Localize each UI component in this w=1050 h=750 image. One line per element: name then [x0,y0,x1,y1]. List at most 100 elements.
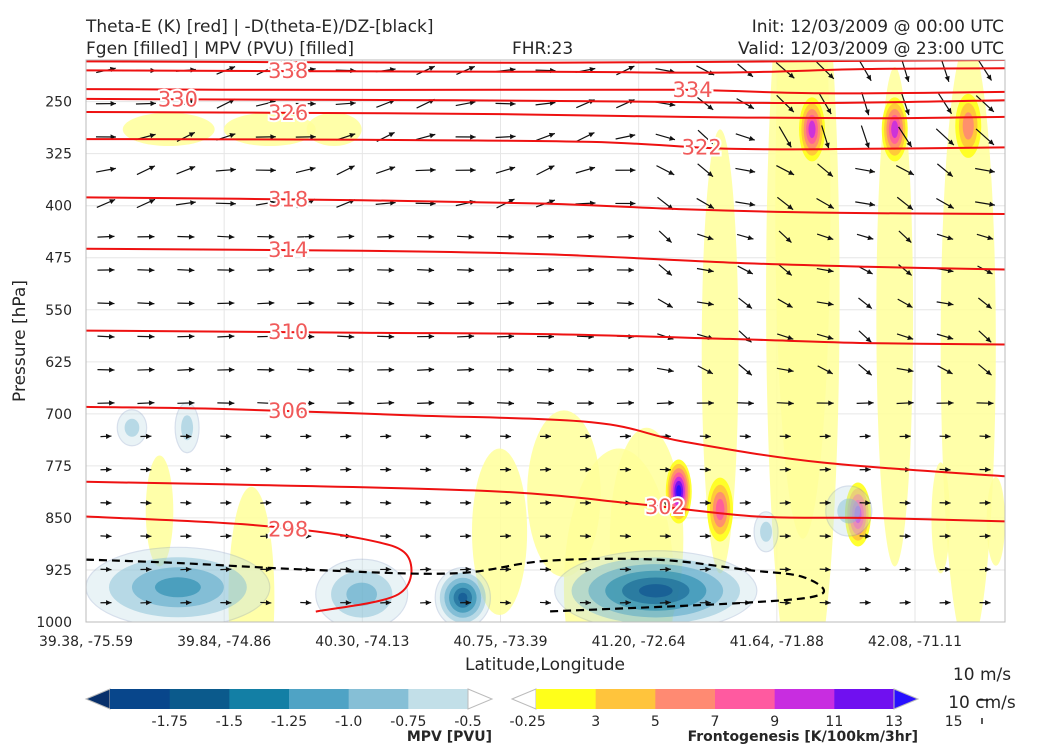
wind-arrowhead [428,300,435,306]
wind-arrowhead [505,600,512,606]
wind-arrowhead [707,267,714,274]
wind-arrowhead [385,467,392,473]
wind-arrowhead [268,300,275,306]
wind-arrowhead [668,400,674,406]
wind-arrowhead [827,334,834,340]
wind-arrowhead [669,101,676,107]
wind-arrowhead [945,566,951,573]
wind-arrowhead [425,433,432,439]
wind-arrowhead [905,500,911,506]
wind-arrowhead [785,433,791,439]
wind-arrowhead [548,132,555,138]
wind-arrowhead [345,433,352,439]
wind-arrowhead [269,200,276,206]
wind-arrowhead [468,400,475,406]
mpv-contour-fill [837,498,861,524]
colorbar-segment [595,689,656,709]
wind-arrowhead [785,236,792,243]
wind-arrowhead [189,99,196,105]
wind-arrowhead [905,533,911,539]
wind-arrowhead [106,500,112,506]
wind-arrowhead [389,166,396,172]
colorbar-extend-min [84,688,111,710]
colorbar-extend-min [510,688,537,710]
wind-arrowhead [465,566,472,573]
fgen-patch [223,112,316,147]
x-tick-label: 40.75, -73.39 [453,634,547,650]
wind-arrowhead [348,233,355,240]
wind-arrowhead [666,302,673,308]
fgen-patch [931,462,950,574]
wind-arrowhead [904,109,910,116]
y-tick-label: 775 [45,459,72,475]
theta-e-label: 314 [268,238,308,262]
wind-arrowhead [305,467,312,473]
theta-e-line [86,97,1005,105]
wind-arrowhead [628,300,634,307]
wind-arrowhead [585,566,591,573]
wind-arrowhead [468,66,475,71]
wind-arrowhead [984,433,991,439]
wind-arrowhead [748,400,754,406]
colorbar-segment [110,689,171,709]
wind-arrowhead [987,235,994,241]
wind-arrowhead [865,303,872,309]
wind-arrowhead [785,600,791,606]
wind-arrowhead [470,167,476,173]
wind-arrowhead [585,600,591,606]
mpv-contour-fill [638,584,673,598]
y-axis: 250 325 400 475 550 625 700 775 850 925 1000 [36,95,72,631]
theta-e-label: 306 [268,399,308,423]
colorbar-tick-label: 5 [651,714,660,730]
wind-arrowhead [145,433,152,439]
y-tick-label: 475 [45,251,72,267]
wind-arrowhead [706,368,713,374]
wind-arrowhead [785,533,791,539]
wind-arrowhead [468,300,475,306]
wind-arrowhead [230,201,236,207]
wind-arrowhead [865,500,871,506]
mpv-contour-fill [124,418,140,437]
wind-arrowhead [746,369,752,376]
wind-arrowhead [268,400,275,406]
colorbar-segment [169,689,230,709]
wind-arrowhead [388,334,395,340]
wind-arrowhead [905,236,912,243]
wind-arrowhead [105,433,112,439]
wind-arrowhead [308,400,315,406]
plot-frame [85,59,1006,623]
mpv-colorbar: -1.75 -1.5 -1.25 -1.0 -0.75 -0.5 -0.25 [84,688,546,730]
y-tick-label: 925 [45,563,72,579]
colorbar-tick-label: 3 [591,714,600,730]
wind-arrowhead [585,533,591,539]
title-right-1: Init: 12/03/2009 @ 00:00 UTC [752,17,1004,37]
wind-arrowhead [468,267,475,273]
wind-arrowhead [225,433,232,439]
colorbar-segment [408,689,469,709]
wind-arrowhead [468,333,475,340]
wind-arrowhead [865,600,871,606]
mpv-contour-fill [346,582,378,606]
wind-arrowhead [665,500,671,506]
wind-arrowhead [746,303,752,309]
wind-arrowhead [748,135,755,141]
theta-e-label: 334 [672,78,712,102]
wind-arrowhead [465,433,472,439]
wind-arrowhead [228,267,235,273]
wind-arrowhead [548,267,554,273]
colorbar-tick-label: -0.25 [510,714,546,730]
wind-arrowhead [505,533,512,539]
wind-arrowhead [947,235,954,241]
wind-arrowhead [827,267,834,274]
wind-arrowhead [308,367,315,373]
mpv-contour-fill [181,415,194,441]
wind-arrowhead [985,600,991,606]
wind-arrowhead [985,336,992,343]
wind-arrowhead [665,600,671,606]
colorbar-tick-label: -0.75 [390,714,426,730]
wind-arrowhead [905,600,911,606]
wind-arrowhead [908,400,914,406]
wind-arrowhead [189,166,196,171]
